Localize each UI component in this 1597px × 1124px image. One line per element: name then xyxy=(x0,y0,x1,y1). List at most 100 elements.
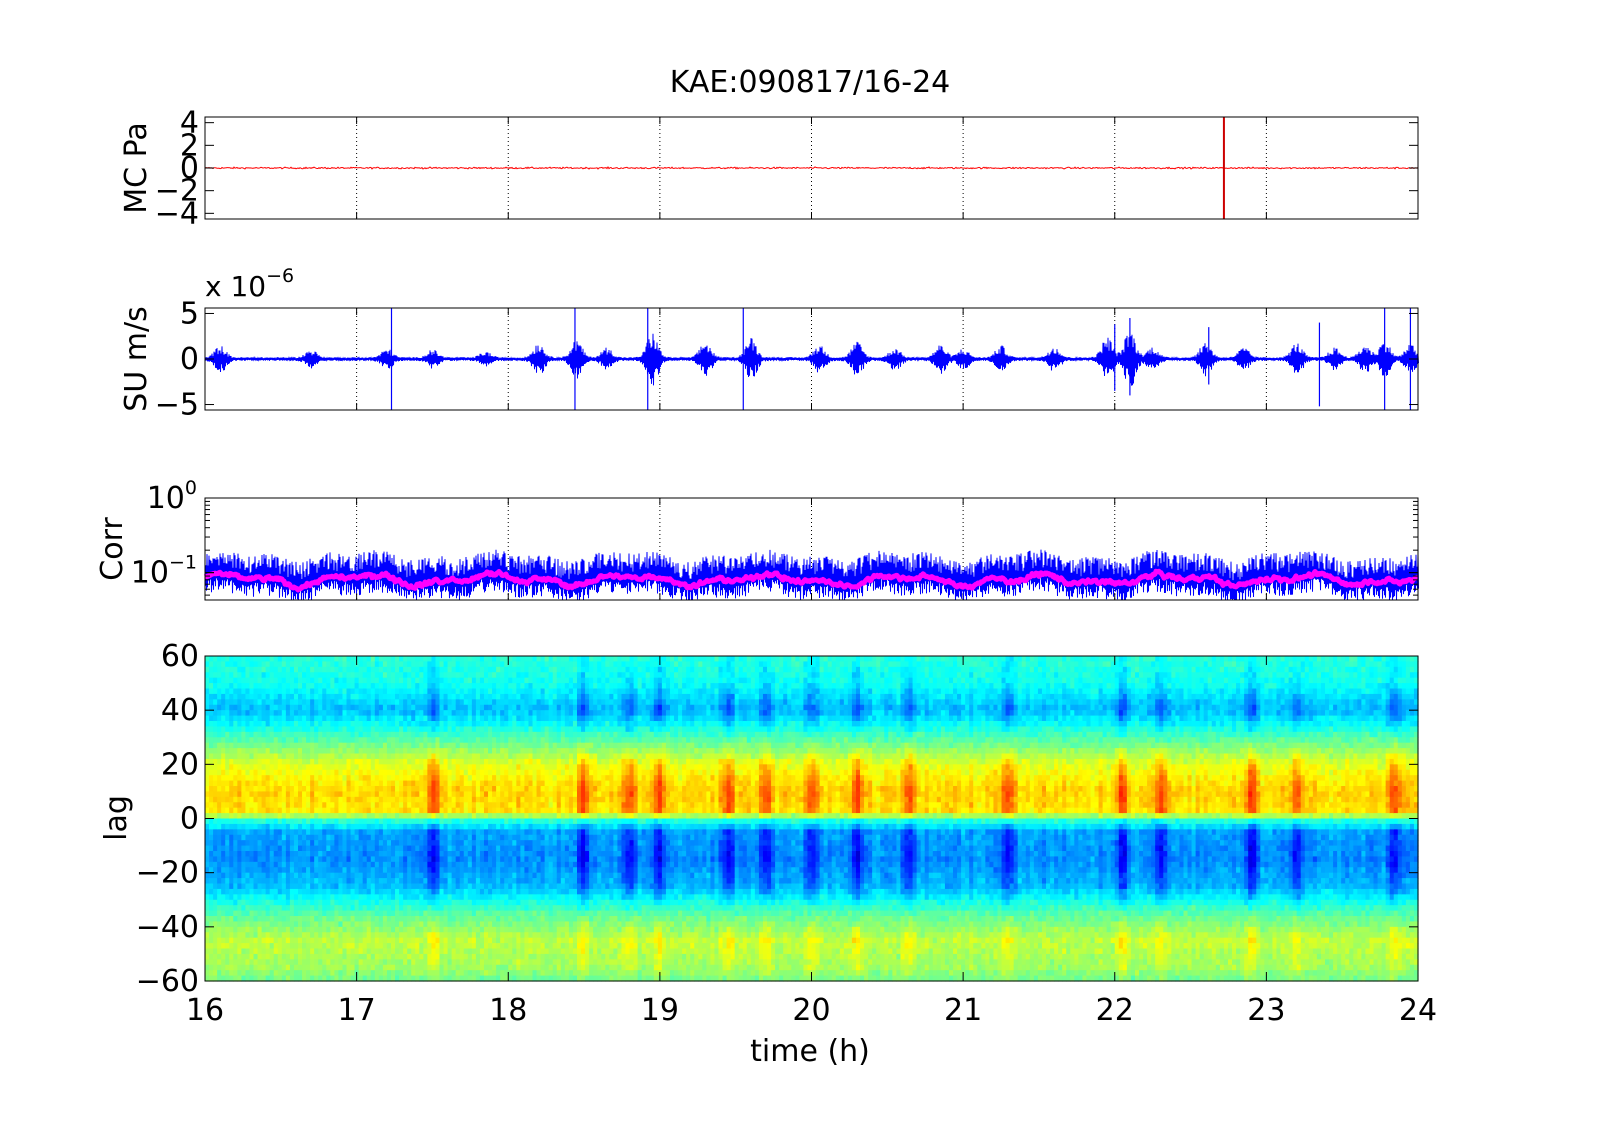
heatmap-cell xyxy=(298,834,303,841)
heatmap-cell xyxy=(488,867,493,874)
heatmap-cell xyxy=(479,856,485,863)
heatmap-cell xyxy=(475,737,481,744)
heatmap-cell xyxy=(443,899,449,906)
heatmap-cell xyxy=(269,791,275,798)
heatmap-cell xyxy=(293,834,299,841)
heatmap-cell xyxy=(241,894,247,901)
heatmap-cell xyxy=(205,661,210,668)
heatmap-cell xyxy=(285,737,291,744)
heatmap-cell xyxy=(483,656,489,663)
heatmap-cell xyxy=(326,796,331,803)
heatmap-cell xyxy=(237,699,242,706)
heatmap-cell xyxy=(241,829,247,836)
heatmap-cell xyxy=(374,813,380,820)
heatmap-cell xyxy=(403,807,408,814)
heatmap-cell xyxy=(346,769,352,776)
heatmap-cell xyxy=(483,834,489,841)
heatmap-cell xyxy=(281,818,287,825)
heatmap-cell xyxy=(338,802,344,809)
heatmap-cell xyxy=(277,851,283,858)
heatmap-cell xyxy=(293,742,299,749)
heatmap-cell xyxy=(289,731,295,738)
heatmap-cell xyxy=(362,786,368,793)
heatmap-cell xyxy=(419,753,424,760)
heatmap-cell xyxy=(253,840,259,847)
heatmap-cell xyxy=(382,905,388,912)
heatmap-cell xyxy=(285,775,291,782)
heatmap-cell xyxy=(488,883,493,890)
heatmap-cell xyxy=(419,883,424,890)
heatmap-cell xyxy=(459,845,465,852)
heatmap-cell xyxy=(338,845,344,852)
heatmap-cell xyxy=(322,867,327,874)
heatmap-cell xyxy=(492,758,497,765)
heatmap-cell xyxy=(318,926,323,933)
heatmap-cell xyxy=(378,948,384,955)
heatmap-cell xyxy=(310,905,315,912)
heatmap-cell xyxy=(459,921,465,928)
heatmap-cell xyxy=(386,910,392,917)
heatmap-cell xyxy=(475,683,481,690)
heatmap-cell xyxy=(370,872,376,879)
heatmap-cell xyxy=(492,834,497,841)
heatmap-cell xyxy=(463,964,469,971)
heatmap-cell xyxy=(423,661,428,668)
heatmap-cell xyxy=(322,780,327,787)
heatmap-cell xyxy=(419,688,424,695)
heatmap-cell xyxy=(334,834,340,841)
heatmap-cell xyxy=(423,769,428,776)
heatmap-cell xyxy=(261,721,267,728)
heatmap-cell xyxy=(520,856,526,863)
heatmap-cell xyxy=(225,905,230,912)
heatmap-cell xyxy=(245,704,251,711)
heatmap-cell xyxy=(289,769,295,776)
heatmap-cell xyxy=(427,721,433,728)
heatmap-cell xyxy=(488,780,493,787)
heatmap-cell xyxy=(221,861,226,868)
heatmap-cell xyxy=(334,813,340,820)
heatmap-cell xyxy=(285,791,291,798)
heatmap-cell xyxy=(431,823,437,830)
heatmap-cell xyxy=(479,953,485,960)
heatmap-cell xyxy=(395,818,400,825)
heatmap-cell xyxy=(407,910,412,917)
heatmap-cell xyxy=(209,861,214,868)
figure-title: KAE:090817/16-24 xyxy=(670,65,951,100)
heatmap-cell xyxy=(467,715,473,722)
y-tick-label: 4 xyxy=(180,106,199,141)
y-tick-label-base: 10 xyxy=(131,556,169,591)
heatmap-cell xyxy=(455,948,461,955)
heatmap-cell xyxy=(488,970,493,977)
heatmap-cell xyxy=(467,953,473,960)
heatmap-cell xyxy=(269,888,275,895)
heatmap-cell xyxy=(225,851,230,858)
heatmap-cell xyxy=(257,769,263,776)
heatmap-cell xyxy=(378,964,384,971)
heatmap-cell xyxy=(225,883,230,890)
heatmap-cell xyxy=(281,666,287,673)
heatmap-cell xyxy=(269,758,275,765)
heatmap-cell xyxy=(390,872,396,879)
heatmap-cell xyxy=(516,840,521,847)
heatmap-cell xyxy=(423,715,428,722)
heatmap-cell xyxy=(338,851,344,858)
heatmap-cell xyxy=(306,802,311,809)
heatmap-cell xyxy=(326,948,331,955)
heatmap-cell xyxy=(314,726,319,733)
heatmap-cell xyxy=(516,796,521,803)
heatmap-cell xyxy=(374,731,380,738)
heatmap-cell xyxy=(302,661,307,668)
heatmap-cell xyxy=(500,656,505,663)
heatmap-cell xyxy=(273,818,279,825)
heatmap-cell xyxy=(395,693,400,700)
heatmap-cell xyxy=(378,764,384,771)
heatmap-cell xyxy=(225,661,230,668)
heatmap-cell xyxy=(354,769,360,776)
heatmap-cell xyxy=(334,672,340,679)
heatmap-cell xyxy=(496,872,501,879)
heatmap-cell xyxy=(451,737,457,744)
heatmap-cell xyxy=(350,796,356,803)
heatmap-cell xyxy=(443,807,449,814)
heatmap-cell xyxy=(488,888,493,895)
heatmap-cell xyxy=(293,769,299,776)
